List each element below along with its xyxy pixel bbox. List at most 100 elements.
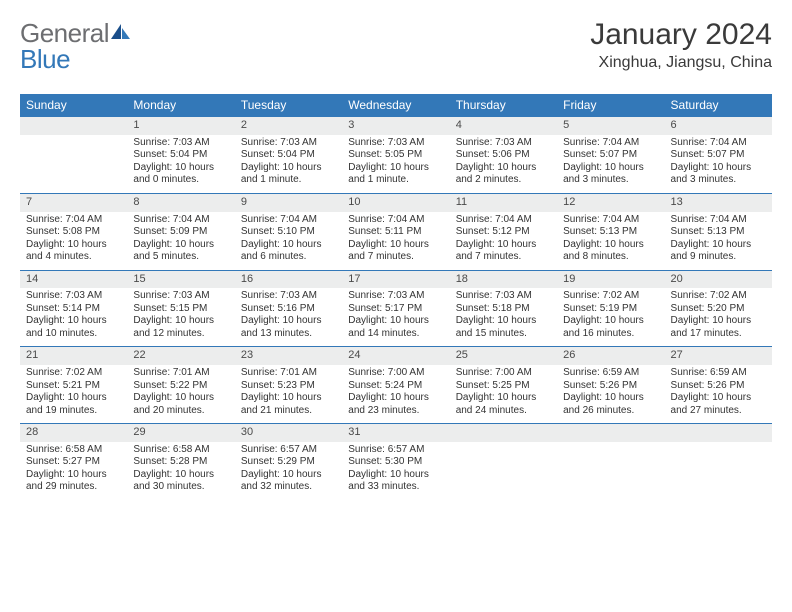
daylight-line: Daylight: 10 hours and 4 minutes. <box>26 239 121 264</box>
day-cell: Sunrise: 7:01 AMSunset: 5:22 PMDaylight:… <box>127 365 234 424</box>
day-cell <box>665 442 772 500</box>
calendar-page: General January 2024 Xinghua, Jiangsu, C… <box>0 0 792 612</box>
daylight-line: Daylight: 10 hours and 7 minutes. <box>456 239 551 264</box>
day-cell: Sunrise: 6:58 AMSunset: 5:28 PMDaylight:… <box>127 442 234 500</box>
day-cell: Sunrise: 7:04 AMSunset: 5:13 PMDaylight:… <box>665 212 772 271</box>
day-cell: Sunrise: 7:04 AMSunset: 5:09 PMDaylight:… <box>127 212 234 271</box>
sunrise-line: Sunrise: 7:03 AM <box>348 290 443 303</box>
sunrise-line: Sunrise: 7:03 AM <box>133 290 228 303</box>
day-number-cell: 16 <box>235 270 342 288</box>
day-cell: Sunrise: 7:02 AMSunset: 5:21 PMDaylight:… <box>20 365 127 424</box>
title-block: January 2024 Xinghua, Jiangsu, China <box>590 18 772 72</box>
day-number-cell: 7 <box>20 193 127 211</box>
sunrise-line: Sunrise: 7:04 AM <box>133 214 228 227</box>
sunset-line: Sunset: 5:13 PM <box>671 226 766 239</box>
daylight-line: Daylight: 10 hours and 3 minutes. <box>563 162 658 187</box>
sunrise-line: Sunrise: 7:03 AM <box>26 290 121 303</box>
day-cell: Sunrise: 7:04 AMSunset: 5:11 PMDaylight:… <box>342 212 449 271</box>
sunset-line: Sunset: 5:04 PM <box>241 149 336 162</box>
sunrise-line: Sunrise: 7:04 AM <box>348 214 443 227</box>
daylight-line: Daylight: 10 hours and 30 minutes. <box>133 469 228 494</box>
day-cell <box>450 442 557 500</box>
day-number-cell: 29 <box>127 424 234 442</box>
sunset-line: Sunset: 5:20 PM <box>671 303 766 316</box>
day-cell: Sunrise: 7:04 AMSunset: 5:12 PMDaylight:… <box>450 212 557 271</box>
sunrise-line: Sunrise: 7:02 AM <box>563 290 658 303</box>
day-cell: Sunrise: 6:57 AMSunset: 5:30 PMDaylight:… <box>342 442 449 500</box>
day-cell: Sunrise: 7:03 AMSunset: 5:06 PMDaylight:… <box>450 135 557 194</box>
day-number-cell: 2 <box>235 117 342 135</box>
sunset-line: Sunset: 5:19 PM <box>563 303 658 316</box>
sunset-line: Sunset: 5:26 PM <box>671 380 766 393</box>
sunrise-line: Sunrise: 7:02 AM <box>671 290 766 303</box>
day-number-cell: 20 <box>665 270 772 288</box>
day-number-cell: 19 <box>557 270 664 288</box>
sunrise-line: Sunrise: 7:04 AM <box>563 214 658 227</box>
weekday-header: Saturday <box>665 94 772 117</box>
day-cell: Sunrise: 7:00 AMSunset: 5:24 PMDaylight:… <box>342 365 449 424</box>
sunset-line: Sunset: 5:27 PM <box>26 456 121 469</box>
day-number-cell <box>20 117 127 135</box>
daylight-line: Daylight: 10 hours and 15 minutes. <box>456 315 551 340</box>
daylight-line: Daylight: 10 hours and 0 minutes. <box>133 162 228 187</box>
daylight-line: Daylight: 10 hours and 17 minutes. <box>671 315 766 340</box>
day-cell: Sunrise: 7:03 AMSunset: 5:04 PMDaylight:… <box>127 135 234 194</box>
daylight-line: Daylight: 10 hours and 23 minutes. <box>348 392 443 417</box>
week-row: Sunrise: 7:04 AMSunset: 5:08 PMDaylight:… <box>20 212 772 271</box>
daylight-line: Daylight: 10 hours and 19 minutes. <box>26 392 121 417</box>
sunrise-line: Sunrise: 6:59 AM <box>563 367 658 380</box>
daylight-line: Daylight: 10 hours and 7 minutes. <box>348 239 443 264</box>
daylight-line: Daylight: 10 hours and 2 minutes. <box>456 162 551 187</box>
sunrise-line: Sunrise: 6:58 AM <box>133 444 228 457</box>
daylight-line: Daylight: 10 hours and 1 minute. <box>241 162 336 187</box>
day-cell: Sunrise: 7:02 AMSunset: 5:20 PMDaylight:… <box>665 288 772 347</box>
day-cell: Sunrise: 7:02 AMSunset: 5:19 PMDaylight:… <box>557 288 664 347</box>
daylight-line: Daylight: 10 hours and 14 minutes. <box>348 315 443 340</box>
day-cell: Sunrise: 7:01 AMSunset: 5:23 PMDaylight:… <box>235 365 342 424</box>
day-number-cell <box>450 424 557 442</box>
day-cell: Sunrise: 6:58 AMSunset: 5:27 PMDaylight:… <box>20 442 127 500</box>
day-cell: Sunrise: 6:57 AMSunset: 5:29 PMDaylight:… <box>235 442 342 500</box>
header: General January 2024 Xinghua, Jiangsu, C… <box>20 18 772 72</box>
day-number-cell: 1 <box>127 117 234 135</box>
sunset-line: Sunset: 5:17 PM <box>348 303 443 316</box>
logo-text-b: Blue <box>20 44 70 74</box>
daynum-row: 21222324252627 <box>20 347 772 365</box>
logo-line2: Blue <box>20 44 70 75</box>
day-number-cell: 22 <box>127 347 234 365</box>
day-number-cell: 25 <box>450 347 557 365</box>
sunset-line: Sunset: 5:06 PM <box>456 149 551 162</box>
sunset-line: Sunset: 5:29 PM <box>241 456 336 469</box>
sunset-line: Sunset: 5:23 PM <box>241 380 336 393</box>
sunrise-line: Sunrise: 7:01 AM <box>241 367 336 380</box>
sunset-line: Sunset: 5:15 PM <box>133 303 228 316</box>
daylight-line: Daylight: 10 hours and 16 minutes. <box>563 315 658 340</box>
day-cell: Sunrise: 7:03 AMSunset: 5:16 PMDaylight:… <box>235 288 342 347</box>
sunset-line: Sunset: 5:10 PM <box>241 226 336 239</box>
day-cell: Sunrise: 7:04 AMSunset: 5:08 PMDaylight:… <box>20 212 127 271</box>
month-title: January 2024 <box>590 18 772 52</box>
daylight-line: Daylight: 10 hours and 8 minutes. <box>563 239 658 264</box>
day-cell: Sunrise: 7:04 AMSunset: 5:07 PMDaylight:… <box>665 135 772 194</box>
day-number-cell: 9 <box>235 193 342 211</box>
day-number-cell: 17 <box>342 270 449 288</box>
day-number-cell: 27 <box>665 347 772 365</box>
day-cell: Sunrise: 7:03 AMSunset: 5:15 PMDaylight:… <box>127 288 234 347</box>
daylight-line: Daylight: 10 hours and 29 minutes. <box>26 469 121 494</box>
week-row: Sunrise: 6:58 AMSunset: 5:27 PMDaylight:… <box>20 442 772 500</box>
sunset-line: Sunset: 5:12 PM <box>456 226 551 239</box>
logo-sail-icon <box>109 22 131 49</box>
sunset-line: Sunset: 5:25 PM <box>456 380 551 393</box>
daylight-line: Daylight: 10 hours and 33 minutes. <box>348 469 443 494</box>
day-number-cell: 11 <box>450 193 557 211</box>
week-row: Sunrise: 7:02 AMSunset: 5:21 PMDaylight:… <box>20 365 772 424</box>
day-cell: Sunrise: 7:00 AMSunset: 5:25 PMDaylight:… <box>450 365 557 424</box>
day-cell: Sunrise: 7:03 AMSunset: 5:05 PMDaylight:… <box>342 135 449 194</box>
daylight-line: Daylight: 10 hours and 13 minutes. <box>241 315 336 340</box>
sunset-line: Sunset: 5:11 PM <box>348 226 443 239</box>
day-number-cell: 6 <box>665 117 772 135</box>
daylight-line: Daylight: 10 hours and 32 minutes. <box>241 469 336 494</box>
day-number-cell <box>557 424 664 442</box>
day-cell: Sunrise: 6:59 AMSunset: 5:26 PMDaylight:… <box>665 365 772 424</box>
sunrise-line: Sunrise: 7:03 AM <box>456 290 551 303</box>
